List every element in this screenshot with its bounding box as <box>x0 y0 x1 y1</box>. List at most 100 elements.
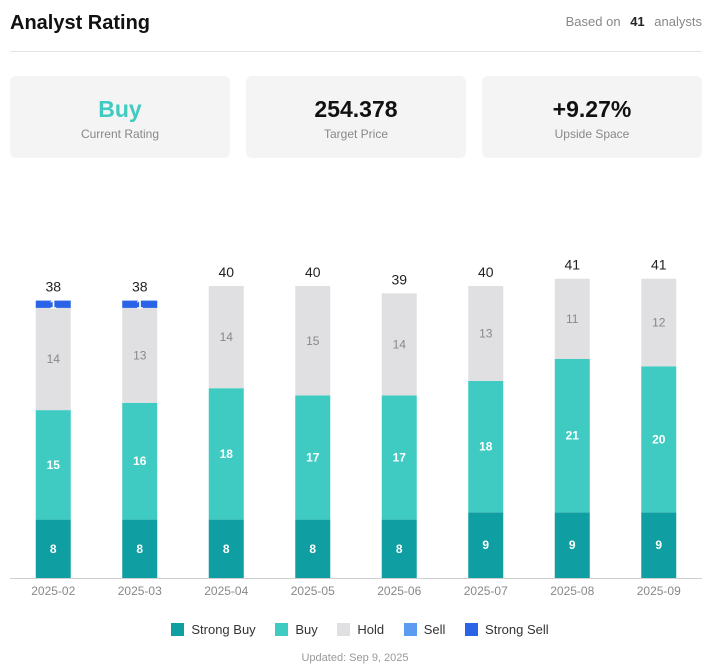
data-label-strong-sell-2025-03: 1 <box>136 297 143 311</box>
current-rating-value: Buy <box>98 96 142 122</box>
bar-hold-2025-08 <box>554 278 590 359</box>
data-label-buy-2025-05: 17 <box>306 451 320 465</box>
bar-hold-2025-03 <box>122 307 158 403</box>
bar-hold-2025-09 <box>641 278 677 367</box>
upside-space-label: Upside Space <box>554 127 630 141</box>
total-label-2025-09: 41 <box>651 257 667 273</box>
legend-label-strong-sell: Strong Sell <box>485 622 549 637</box>
bar-strong-buy-2025-03 <box>122 519 158 578</box>
target-price-card: 254.378 Target Price <box>246 76 466 158</box>
legend-item-strong-sell[interactable]: Strong Sell <box>465 622 549 637</box>
legend-item-sell[interactable]: Sell <box>403 622 446 637</box>
data-label-hold-2025-06: 14 <box>393 337 407 351</box>
x-tick-label-2025-03: 2025-03 <box>118 584 162 598</box>
legend-label-buy: Buy <box>295 622 318 637</box>
x-tick-label-2025-08: 2025-08 <box>550 584 594 598</box>
chart-legend: Strong Buy Buy Hold Sell Strong Sell <box>0 622 720 639</box>
total-label-2025-05: 40 <box>305 264 321 280</box>
current-rating-card: Buy Current Rating <box>10 76 230 158</box>
bar-strong-buy-2025-06 <box>381 519 417 578</box>
data-label-strong-buy-2025-03: 8 <box>136 542 143 556</box>
data-label-strong-buy-2025-09: 9 <box>655 538 662 552</box>
bar-strong-buy-2025-05 <box>295 519 331 578</box>
bar-buy-2025-07 <box>468 380 504 513</box>
bar-buy-2025-08 <box>554 359 590 513</box>
data-label-strong-buy-2025-02: 8 <box>50 542 57 556</box>
target-price-value: 254.378 <box>314 96 398 122</box>
x-tick-label-2025-06: 2025-06 <box>377 584 421 598</box>
header: Analyst Rating Based on 41 analysts <box>10 0 702 52</box>
analyst-count: 41 <box>630 14 645 29</box>
data-label-hold-2025-04: 14 <box>220 330 234 344</box>
data-label-buy-2025-07: 18 <box>479 440 493 454</box>
based-prefix: Based on <box>565 14 621 29</box>
bar-strong-buy-2025-07 <box>468 512 504 578</box>
current-rating-label: Current Rating <box>80 127 160 141</box>
total-label-2025-04: 40 <box>218 264 234 280</box>
data-label-buy-2025-08: 21 <box>566 429 580 443</box>
data-label-buy-2025-04: 18 <box>220 447 234 461</box>
total-label-2025-07: 40 <box>478 264 494 280</box>
bar-hold-2025-04 <box>208 286 244 389</box>
data-label-buy-2025-03: 16 <box>133 454 147 468</box>
bar-hold-2025-07 <box>468 286 504 381</box>
bar-buy-2025-03 <box>122 402 158 520</box>
data-label-hold-2025-02: 14 <box>47 352 61 366</box>
data-label-hold-2025-07: 13 <box>479 326 493 340</box>
upside-space-value: +9.27% <box>552 96 632 122</box>
legend-swatch-hold <box>337 623 351 636</box>
legend-item-strong-buy[interactable]: Strong Buy <box>171 622 256 637</box>
based-suffix: analysts <box>654 14 702 29</box>
data-label-hold-2025-08: 11 <box>566 312 579 326</box>
data-label-strong-buy-2025-04: 8 <box>223 542 230 556</box>
data-label-hold-2025-05: 15 <box>306 334 320 348</box>
data-label-hold-2025-03: 13 <box>133 348 147 362</box>
bar-hold-2025-02 <box>35 307 71 411</box>
x-tick-label-2025-09: 2025-09 <box>637 584 681 598</box>
legend-item-buy[interactable]: Buy <box>275 622 318 637</box>
bar-strong-buy-2025-08 <box>554 512 590 578</box>
updated-timestamp: Updated: Sep 9, 2025 <box>301 652 409 664</box>
data-label-buy-2025-02: 15 <box>47 458 61 472</box>
bar-strong-buy-2025-09 <box>641 512 677 578</box>
data-label-strong-sell-2025-02: 1 <box>50 297 57 311</box>
bar-buy-2025-04 <box>208 388 244 520</box>
data-label-strong-buy-2025-07: 9 <box>482 538 489 552</box>
data-label-strong-buy-2025-05: 8 <box>309 542 316 556</box>
target-price-label: Target Price <box>323 127 389 141</box>
bar-buy-2025-05 <box>295 395 331 520</box>
data-label-strong-buy-2025-06: 8 <box>396 542 403 556</box>
upside-space-card: +9.27% Upside Space <box>482 76 702 158</box>
legend-label-sell: Sell <box>423 622 446 637</box>
legend-label-hold: Hold <box>357 622 385 637</box>
data-label-hold-2025-09: 12 <box>652 316 666 330</box>
bar-hold-2025-05 <box>295 286 331 396</box>
total-label-2025-03: 38 <box>132 279 148 295</box>
legend-swatch-sell <box>403 623 417 636</box>
bar-hold-2025-06 <box>381 293 417 396</box>
legend-swatch-buy <box>275 623 289 636</box>
bar-buy-2025-06 <box>381 395 417 520</box>
x-tick-label-2025-04: 2025-04 <box>204 584 248 598</box>
bar-strong-buy-2025-04 <box>208 519 244 578</box>
total-label-2025-06: 39 <box>391 271 407 287</box>
data-label-strong-buy-2025-08: 9 <box>569 538 576 552</box>
bar-buy-2025-02 <box>35 410 71 520</box>
data-label-buy-2025-06: 17 <box>393 451 407 465</box>
total-label-2025-02: 38 <box>45 279 61 295</box>
bar-strong-sell-2025-02 <box>35 300 71 308</box>
legend-label-strong-buy: Strong Buy <box>191 622 256 637</box>
legend-swatch-strong-buy <box>171 623 185 636</box>
total-label-2025-08: 41 <box>564 257 580 273</box>
page-title: Analyst Rating <box>10 12 151 34</box>
legend-item-hold[interactable]: Hold <box>337 622 384 637</box>
data-label-buy-2025-09: 20 <box>652 432 666 446</box>
bar-buy-2025-09 <box>641 366 677 513</box>
bar-strong-sell-2025-03 <box>122 300 158 308</box>
x-tick-label-2025-02: 2025-02 <box>31 584 75 598</box>
analyst-count-text: Based on 41 analysts <box>566 14 702 29</box>
x-tick-label-2025-07: 2025-07 <box>464 584 508 598</box>
analyst-rating-chart: 815141382025-02816131382025-038181440202… <box>10 257 702 598</box>
legend-swatch-strong-sell <box>465 623 479 636</box>
bar-strong-buy-2025-02 <box>35 519 71 578</box>
